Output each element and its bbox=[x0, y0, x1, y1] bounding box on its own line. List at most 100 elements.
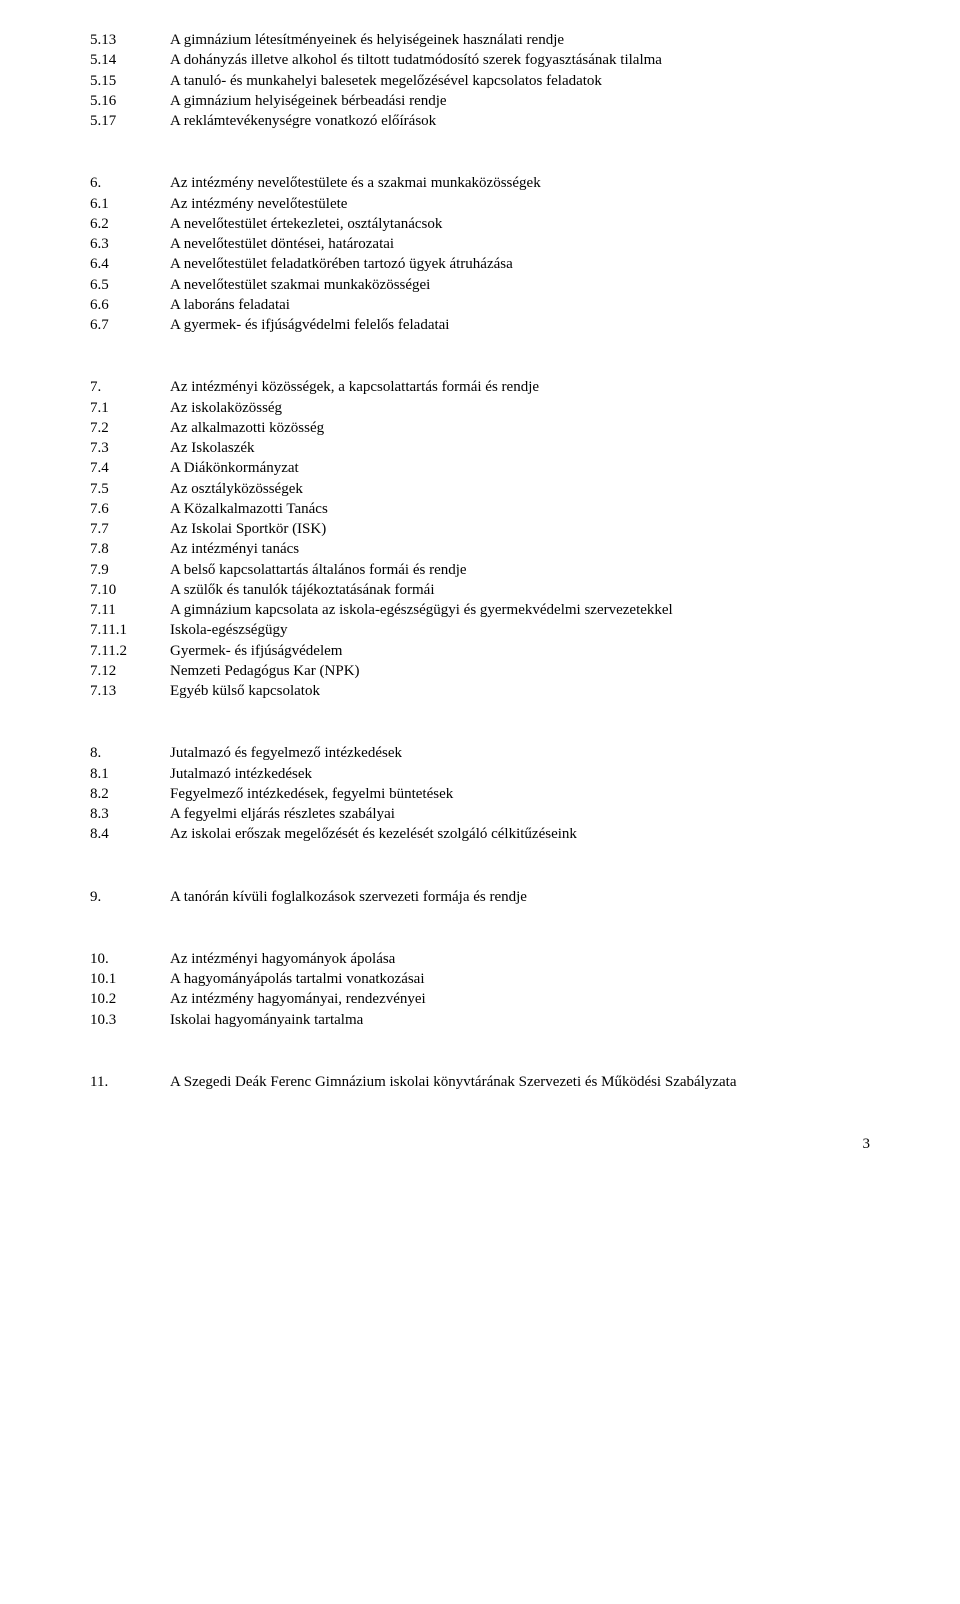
toc-number: 8.4 bbox=[90, 824, 170, 844]
toc-row: 11.A Szegedi Deák Ferenc Gimnázium iskol… bbox=[90, 1072, 870, 1092]
toc-row: 7.10A szülők és tanulók tájékoztatásának… bbox=[90, 580, 870, 600]
toc-row: 7.6A Közalkalmazotti Tanács bbox=[90, 499, 870, 519]
toc-text: Az Iskolaszék bbox=[170, 438, 870, 458]
toc-row: 10.3Iskolai hagyományaink tartalma bbox=[90, 1010, 870, 1030]
toc-row: 6.2A nevelőtestület értekezletei, osztál… bbox=[90, 214, 870, 234]
toc-number: 7.2 bbox=[90, 418, 170, 438]
toc-number: 7.6 bbox=[90, 499, 170, 519]
toc-number: 6.3 bbox=[90, 234, 170, 254]
toc-text: Az alkalmazotti közösség bbox=[170, 418, 870, 438]
toc-number: 7.7 bbox=[90, 519, 170, 539]
toc-text: A belső kapcsolattartás általános formái… bbox=[170, 560, 870, 580]
toc-text: A tanórán kívüli foglalkozások szervezet… bbox=[170, 887, 870, 907]
toc-row: 7.Az intézményi közösségek, a kapcsolatt… bbox=[90, 377, 870, 397]
toc-row: 7.9A belső kapcsolattartás általános for… bbox=[90, 560, 870, 580]
toc-text: A gimnázium helyiségeinek bérbeadási ren… bbox=[170, 91, 870, 111]
document-root: 5.13A gimnázium létesítményeinek és hely… bbox=[90, 30, 870, 1092]
toc-row: 7.1Az iskolaközösség bbox=[90, 398, 870, 418]
toc-row: 5.15A tanuló- és munkahelyi balesetek me… bbox=[90, 71, 870, 91]
toc-section: 6.Az intézmény nevelőtestülete és a szak… bbox=[90, 173, 870, 335]
toc-text: Az intézményi közösségek, a kapcsolattar… bbox=[170, 377, 870, 397]
toc-row: 6.5A nevelőtestület szakmai munkaközössé… bbox=[90, 275, 870, 295]
toc-number: 8.3 bbox=[90, 804, 170, 824]
toc-text: A Diákönkormányzat bbox=[170, 458, 870, 478]
toc-row: 7.2Az alkalmazotti közösség bbox=[90, 418, 870, 438]
toc-number: 5.14 bbox=[90, 50, 170, 70]
toc-row: 10.2Az intézmény hagyományai, rendezvény… bbox=[90, 989, 870, 1009]
toc-text: A nevelőtestület döntései, határozatai bbox=[170, 234, 870, 254]
toc-number: 9. bbox=[90, 887, 170, 907]
toc-text: Az intézményi hagyományok ápolása bbox=[170, 949, 870, 969]
toc-text: Az intézmény hagyományai, rendezvényei bbox=[170, 989, 870, 1009]
toc-text: A tanuló- és munkahelyi balesetek megelő… bbox=[170, 71, 870, 91]
toc-text: Fegyelmező intézkedések, fegyelmi büntet… bbox=[170, 784, 870, 804]
toc-row: 7.4A Diákönkormányzat bbox=[90, 458, 870, 478]
toc-section: 5.13A gimnázium létesítményeinek és hely… bbox=[90, 30, 870, 131]
toc-number: 5.17 bbox=[90, 111, 170, 131]
toc-number: 5.15 bbox=[90, 71, 170, 91]
toc-row: 7.13Egyéb külső kapcsolatok bbox=[90, 681, 870, 701]
toc-row: 5.17A reklámtevékenységre vonatkozó előí… bbox=[90, 111, 870, 131]
toc-text: A reklámtevékenységre vonatkozó előíráso… bbox=[170, 111, 870, 131]
toc-text: Az iskolai erőszak megelőzését és kezelé… bbox=[170, 824, 870, 844]
toc-text: Nemzeti Pedagógus Kar (NPK) bbox=[170, 661, 870, 681]
toc-text: A gimnázium kapcsolata az iskola-egészsé… bbox=[170, 600, 870, 620]
page-number: 3 bbox=[90, 1134, 870, 1154]
toc-row: 6.4A nevelőtestület feladatkörében tarto… bbox=[90, 254, 870, 274]
toc-number: 6.7 bbox=[90, 315, 170, 335]
toc-number: 6.6 bbox=[90, 295, 170, 315]
toc-row: 7.12Nemzeti Pedagógus Kar (NPK) bbox=[90, 661, 870, 681]
toc-row: 10.Az intézményi hagyományok ápolása bbox=[90, 949, 870, 969]
toc-text: Egyéb külső kapcsolatok bbox=[170, 681, 870, 701]
toc-row: 7.8Az intézményi tanács bbox=[90, 539, 870, 559]
toc-number: 6.5 bbox=[90, 275, 170, 295]
toc-row: 5.13A gimnázium létesítményeinek és hely… bbox=[90, 30, 870, 50]
toc-row: 6.1Az intézmény nevelőtestülete bbox=[90, 194, 870, 214]
toc-row: 8.Jutalmazó és fegyelmező intézkedések bbox=[90, 743, 870, 763]
toc-row: 7.11.2Gyermek- és ifjúságvédelem bbox=[90, 641, 870, 661]
toc-row: 5.14A dohányzás illetve alkohol és tilto… bbox=[90, 50, 870, 70]
toc-number: 7. bbox=[90, 377, 170, 397]
toc-text: Az intézmény nevelőtestülete bbox=[170, 194, 870, 214]
toc-number: 8.1 bbox=[90, 764, 170, 784]
toc-number: 6.2 bbox=[90, 214, 170, 234]
toc-row: 9.A tanórán kívüli foglalkozások szervez… bbox=[90, 887, 870, 907]
toc-number: 6.1 bbox=[90, 194, 170, 214]
toc-text: Iskolai hagyományaink tartalma bbox=[170, 1010, 870, 1030]
toc-number: 7.9 bbox=[90, 560, 170, 580]
toc-row: 8.4Az iskolai erőszak megelőzését és kez… bbox=[90, 824, 870, 844]
toc-row: 7.11.1Iskola-egészségügy bbox=[90, 620, 870, 640]
toc-text: Az Iskolai Sportkör (ISK) bbox=[170, 519, 870, 539]
toc-number: 7.12 bbox=[90, 661, 170, 681]
toc-number: 6. bbox=[90, 173, 170, 193]
toc-row: 6.6A laboráns feladatai bbox=[90, 295, 870, 315]
toc-text: Az intézményi tanács bbox=[170, 539, 870, 559]
toc-text: A hagyományápolás tartalmi vonatkozásai bbox=[170, 969, 870, 989]
toc-number: 8. bbox=[90, 743, 170, 763]
toc-row: 8.1Jutalmazó intézkedések bbox=[90, 764, 870, 784]
toc-number: 7.4 bbox=[90, 458, 170, 478]
toc-text: A nevelőtestület feladatkörében tartozó … bbox=[170, 254, 870, 274]
toc-number: 7.8 bbox=[90, 539, 170, 559]
toc-text: Iskola-egészségügy bbox=[170, 620, 870, 640]
toc-section: 10.Az intézményi hagyományok ápolása10.1… bbox=[90, 949, 870, 1030]
toc-number: 10. bbox=[90, 949, 170, 969]
toc-text: Az intézmény nevelőtestülete és a szakma… bbox=[170, 173, 870, 193]
toc-text: Jutalmazó és fegyelmező intézkedések bbox=[170, 743, 870, 763]
toc-row: 8.2Fegyelmező intézkedések, fegyelmi bün… bbox=[90, 784, 870, 804]
toc-row: 10.1A hagyományápolás tartalmi vonatkozá… bbox=[90, 969, 870, 989]
toc-number: 10.3 bbox=[90, 1010, 170, 1030]
toc-number: 7.5 bbox=[90, 479, 170, 499]
toc-row: 5.16A gimnázium helyiségeinek bérbeadási… bbox=[90, 91, 870, 111]
toc-text: A Közalkalmazotti Tanács bbox=[170, 499, 870, 519]
toc-number: 8.2 bbox=[90, 784, 170, 804]
toc-text: A gyermek- és ifjúságvédelmi felelős fel… bbox=[170, 315, 870, 335]
toc-number: 11. bbox=[90, 1072, 170, 1092]
toc-number: 10.2 bbox=[90, 989, 170, 1009]
toc-text: A fegyelmi eljárás részletes szabályai bbox=[170, 804, 870, 824]
toc-section: 7.Az intézményi közösségek, a kapcsolatt… bbox=[90, 377, 870, 701]
toc-number: 7.11.1 bbox=[90, 620, 170, 640]
toc-text: Az osztályközösségek bbox=[170, 479, 870, 499]
toc-number: 7.1 bbox=[90, 398, 170, 418]
toc-text: A szülők és tanulók tájékoztatásának for… bbox=[170, 580, 870, 600]
